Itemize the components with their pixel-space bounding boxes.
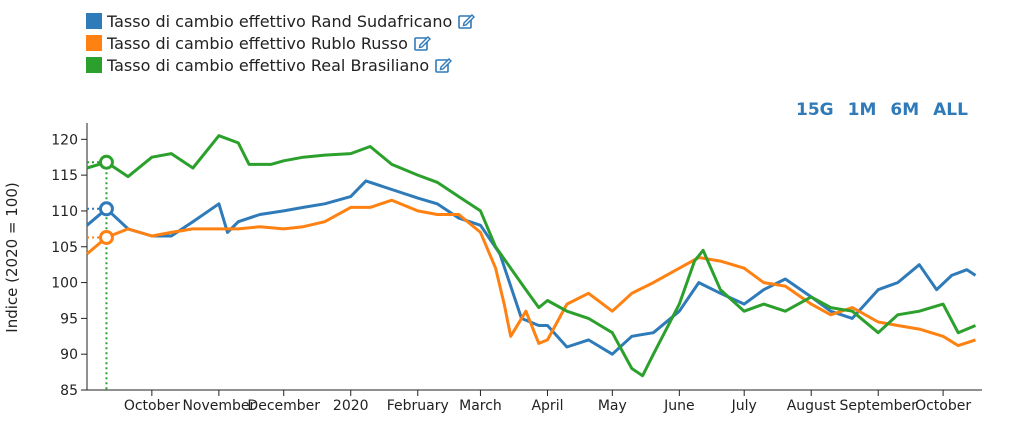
range-button-15g[interactable]: 15G <box>796 100 834 120</box>
legend-swatch-real <box>86 57 102 73</box>
x-tick-label: March <box>459 398 502 414</box>
x-tick-label: November <box>182 398 255 414</box>
legend-item-ruble[interactable]: Tasso di cambio effettivo Rublo Russo <box>86 32 476 54</box>
x-tick-label: July <box>731 398 757 414</box>
y-tick-label: 100 <box>51 276 78 292</box>
series-line-1 <box>86 198 976 348</box>
x-tick-label: September <box>840 398 918 414</box>
legend-item-real[interactable]: Tasso di cambio effettivo Real Brasilian… <box>86 54 476 76</box>
series-line-2 <box>86 134 977 378</box>
range-selector: 15G 1M 6M ALL <box>796 100 968 120</box>
y-tick-label: 90 <box>60 347 78 363</box>
y-tick-label: 85 <box>60 383 78 399</box>
range-button-1m[interactable]: 1M <box>847 100 877 120</box>
x-tick-label: December <box>247 398 320 414</box>
x-tick-label: October <box>915 398 971 414</box>
hover-marker-1 <box>98 229 114 245</box>
legend-item-rand[interactable]: Tasso di cambio effettivo Rand Sudafrica… <box>86 10 476 32</box>
y-tick-label: 120 <box>51 132 78 148</box>
legend-swatch-ruble <box>86 35 102 51</box>
x-tick-label: August <box>787 398 837 414</box>
y-tick-label: 105 <box>51 240 78 256</box>
y-tick-label: 95 <box>60 311 78 327</box>
legend-label-ruble: Tasso di cambio effettivo Rublo Russo <box>107 33 408 53</box>
x-tick-label: February <box>387 398 449 414</box>
x-tick-label: 2020 <box>333 398 369 414</box>
hover-marker-0 <box>98 201 114 217</box>
range-button-6m[interactable]: 6M <box>890 100 920 120</box>
edit-icon[interactable] <box>414 35 432 51</box>
x-tick-label: October <box>124 398 180 414</box>
hover-marker-2 <box>98 154 114 170</box>
y-tick-label: 110 <box>51 204 78 220</box>
y-tick-label: 115 <box>51 168 78 184</box>
x-tick-label: May <box>598 398 627 414</box>
x-tick-label: April <box>531 398 563 414</box>
x-tick-label: June <box>663 398 695 414</box>
y-axis-title: Indice (2020 = 100) <box>3 182 21 332</box>
range-button-all[interactable]: ALL <box>933 100 968 120</box>
edit-icon[interactable] <box>435 57 453 73</box>
legend-label-rand: Tasso di cambio effettivo Rand Sudafrica… <box>107 11 453 31</box>
chart-legend: Tasso di cambio effettivo Rand Sudafrica… <box>86 10 476 76</box>
legend-swatch-rand <box>86 13 102 29</box>
edit-icon[interactable] <box>458 13 476 29</box>
legend-label-real: Tasso di cambio effettivo Real Brasilian… <box>107 55 430 75</box>
